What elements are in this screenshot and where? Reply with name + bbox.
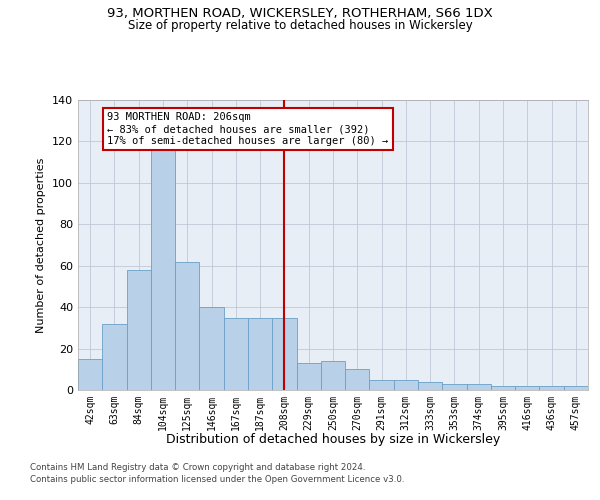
Text: Size of property relative to detached houses in Wickersley: Size of property relative to detached ho…: [128, 19, 472, 32]
Bar: [296, 363, 321, 390]
Bar: [127, 270, 151, 390]
Bar: [175, 262, 199, 390]
Bar: [442, 384, 467, 390]
Bar: [248, 318, 272, 390]
Bar: [345, 370, 370, 390]
Bar: [321, 361, 345, 390]
Bar: [151, 150, 175, 390]
Text: Contains HM Land Registry data © Crown copyright and database right 2024.: Contains HM Land Registry data © Crown c…: [30, 464, 365, 472]
Bar: [515, 386, 539, 390]
Bar: [539, 386, 564, 390]
Bar: [199, 307, 224, 390]
Text: 93, MORTHEN ROAD, WICKERSLEY, ROTHERHAM, S66 1DX: 93, MORTHEN ROAD, WICKERSLEY, ROTHERHAM,…: [107, 8, 493, 20]
Text: 93 MORTHEN ROAD: 206sqm
← 83% of detached houses are smaller (392)
17% of semi-d: 93 MORTHEN ROAD: 206sqm ← 83% of detache…: [107, 112, 388, 146]
Bar: [78, 359, 102, 390]
Bar: [467, 384, 491, 390]
Y-axis label: Number of detached properties: Number of detached properties: [37, 158, 46, 332]
Bar: [418, 382, 442, 390]
Bar: [564, 386, 588, 390]
Bar: [102, 324, 127, 390]
Bar: [224, 318, 248, 390]
Text: Contains public sector information licensed under the Open Government Licence v3: Contains public sector information licen…: [30, 474, 404, 484]
Bar: [394, 380, 418, 390]
Bar: [272, 318, 296, 390]
Bar: [370, 380, 394, 390]
Bar: [491, 386, 515, 390]
Text: Distribution of detached houses by size in Wickersley: Distribution of detached houses by size …: [166, 432, 500, 446]
